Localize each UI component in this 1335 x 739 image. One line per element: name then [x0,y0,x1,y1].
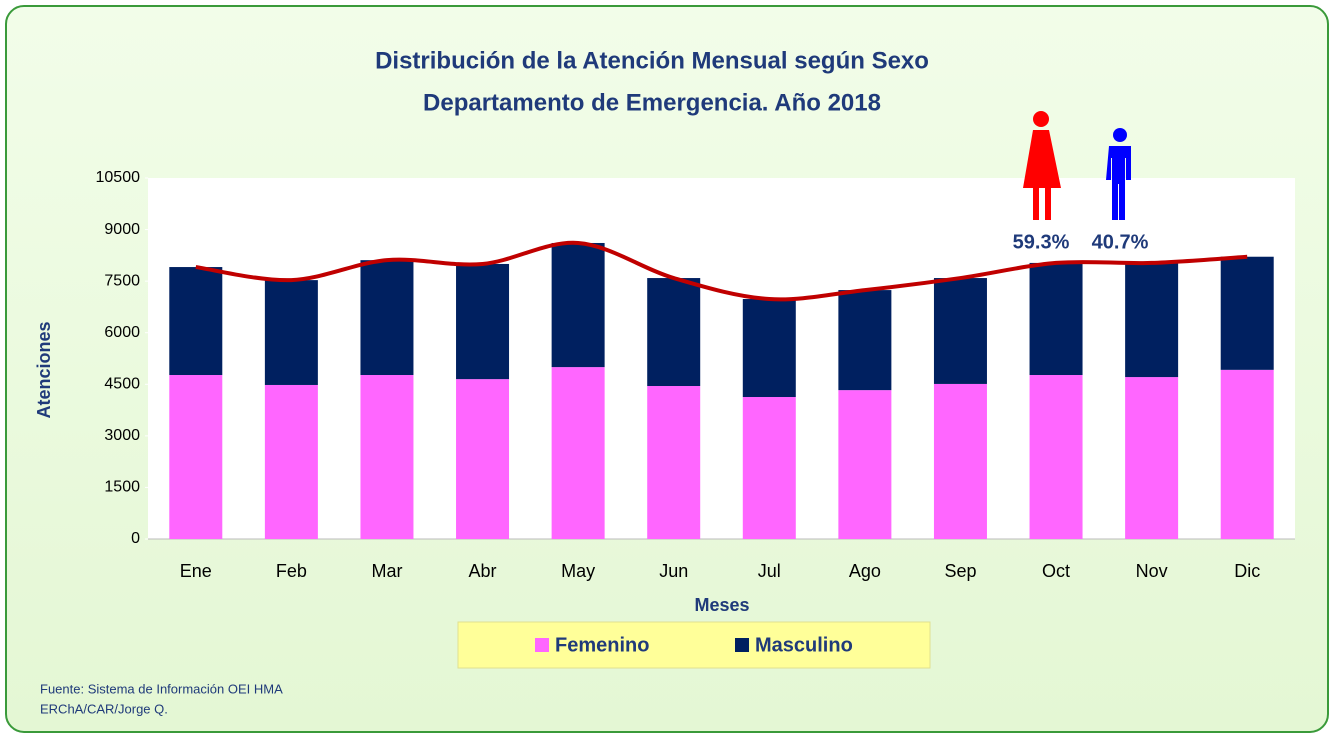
bar-segment [1029,375,1083,539]
annotation: 59.3% [1013,231,1070,253]
bar-segment [838,390,892,539]
x-tick-label: Feb [276,561,307,581]
y-tick-label: 6000 [104,324,140,341]
x-tick-label: Dic [1234,561,1260,581]
y-tick-label: 1500 [104,479,140,496]
x-tick-label: Mar [371,561,402,581]
x-tick-label: Jul [758,561,781,581]
y-tick-label: 0 [131,530,140,547]
bar-segment [1125,377,1179,539]
legend-swatch [535,638,549,652]
x-tick-label: Ago [849,561,881,581]
chart-title: Distribución de la Atención Mensual segú… [375,47,929,74]
legend-swatch [735,638,749,652]
source: Fuente: Sistema de Información OEI HMA [40,681,283,696]
woman-icon [1023,111,1061,220]
bar-segment [1029,262,1083,376]
bar-segment [647,386,701,539]
bar-segment [933,383,987,539]
bar-segment [169,267,223,376]
bar-segment [360,375,414,539]
bar-segment [933,278,987,384]
x-tick-label: Jun [659,561,688,581]
bar-segment [551,242,605,368]
x-axis-label: Meses [694,595,749,615]
y-tick-label: 4500 [104,376,140,393]
y-axis-label: Atenciones [34,321,54,418]
plot-area [148,178,1295,539]
chart-subtitle: Departamento de Emergencia. Año 2018 [423,89,881,116]
legend-box [457,621,931,669]
bar-segment [742,299,796,398]
total-line [195,240,1248,302]
legend-label: Femenino [555,634,649,656]
bar-segment [838,290,892,391]
bar-segment [264,280,318,385]
bar-segment [647,278,701,387]
bar-segment [169,375,223,539]
annotation: 40.7% [1092,231,1149,253]
bar-segment [456,379,510,539]
bar-segment [1125,262,1179,378]
y-tick-label: 9000 [104,221,140,238]
bar-segment [456,263,510,380]
x-tick-label: Abr [469,561,497,581]
bar-segment [742,397,796,539]
legend-label: Masculino [755,634,853,656]
bar-segment [360,260,414,376]
bar-segment [1220,369,1274,539]
man-icon [1106,128,1131,220]
source: ERChA/CAR/Jorge Q. [40,701,168,716]
y-tick-label: 10500 [96,169,141,186]
y-tick-label: 3000 [104,427,140,444]
bar-segment [264,384,318,539]
x-tick-label: May [561,561,595,581]
x-tick-label: Oct [1042,561,1070,581]
y-tick-label: 7500 [104,272,140,289]
x-tick-label: Sep [944,561,976,581]
bar-segment [551,367,605,539]
x-tick-label: Ene [180,561,212,581]
x-tick-label: Nov [1136,561,1168,581]
bar-segment [1220,256,1274,370]
